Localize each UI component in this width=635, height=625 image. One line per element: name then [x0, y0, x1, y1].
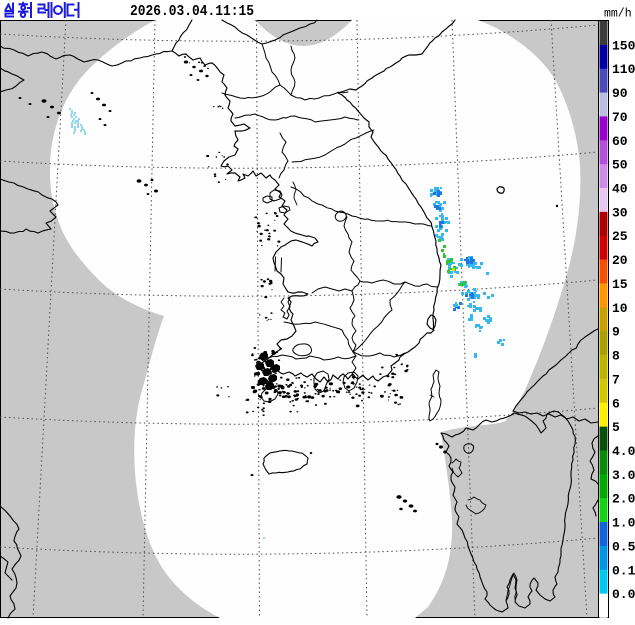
svg-text:7: 7 — [612, 372, 620, 387]
svg-text:30: 30 — [612, 205, 628, 220]
svg-text:5: 5 — [612, 420, 620, 435]
svg-text:25: 25 — [612, 229, 628, 244]
svg-text:0.1: 0.1 — [612, 563, 635, 578]
svg-text:0.5: 0.5 — [612, 539, 635, 554]
svg-text:110: 110 — [612, 62, 635, 77]
svg-text:150: 150 — [612, 38, 635, 53]
svg-text:0.0: 0.0 — [612, 587, 635, 602]
svg-text:9: 9 — [612, 325, 620, 340]
svg-text:1.0: 1.0 — [612, 516, 635, 531]
svg-text:3.0: 3.0 — [612, 468, 635, 483]
svg-text:15: 15 — [612, 277, 628, 292]
svg-text:50: 50 — [612, 158, 628, 173]
svg-text:2.0: 2.0 — [612, 492, 635, 507]
svg-text:90: 90 — [612, 86, 628, 101]
svg-text:40: 40 — [612, 182, 628, 197]
svg-text:2026.03.04.11:15: 2026.03.04.11:15 — [130, 3, 254, 20]
svg-text:4.0: 4.0 — [612, 444, 635, 459]
svg-text:mm/h: mm/h — [604, 8, 632, 21]
svg-text:20: 20 — [612, 253, 628, 268]
svg-text:10: 10 — [612, 301, 628, 316]
svg-text:60: 60 — [612, 134, 628, 149]
svg-text:70: 70 — [612, 110, 628, 125]
svg-text:8: 8 — [612, 349, 620, 364]
svg-text:6: 6 — [612, 396, 620, 411]
